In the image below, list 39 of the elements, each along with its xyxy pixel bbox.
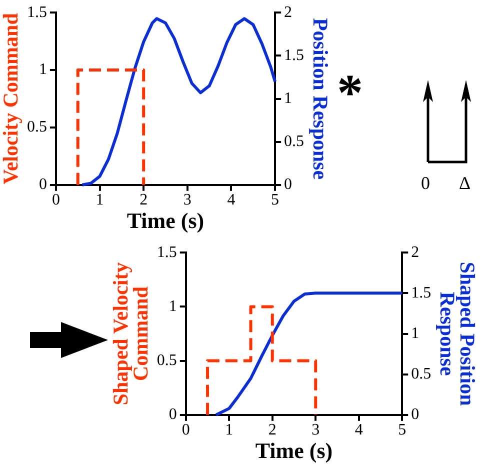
x-tick-label: 3: [183, 192, 192, 209]
x-tick-label: 2: [268, 422, 276, 439]
y2-axis-title: Shaped Position Response: [436, 262, 480, 406]
x-tick-label: 1: [96, 192, 104, 209]
x-tick-label: 4: [227, 192, 236, 209]
y-tick-label: 1: [38, 61, 47, 78]
text: Δ: [459, 173, 471, 193]
x-tick-label: 0: [52, 192, 60, 209]
y-axis-title: Velocity Command: [0, 12, 22, 184]
y2-tick-label: 0: [411, 406, 420, 424]
x-tick-label: 4: [354, 422, 363, 439]
y2-tick-label: 1.5: [284, 46, 304, 64]
y-tick-label: 0.5: [26, 118, 47, 136]
x-tick-label: 5: [271, 192, 280, 209]
text: 0: [421, 173, 430, 193]
x-axis-title: Time (s): [126, 208, 204, 234]
x-tick-label: 5: [398, 422, 406, 439]
y-tick-label: 1.5: [156, 244, 177, 261]
y2-tick-label: 2: [284, 4, 292, 21]
x-axis-title: Time (s): [255, 438, 333, 464]
y-tick-label: 1.5: [26, 4, 47, 21]
y-tick-label: 0.5: [156, 352, 177, 370]
x-tick-label: 1: [225, 422, 234, 439]
text: *: [337, 65, 363, 122]
y2-tick-label: 0.5: [411, 366, 432, 383]
y-axis-title: Shaped Velocity Command: [108, 262, 152, 406]
y2-tick-label: 1: [284, 90, 292, 107]
y2-tick-label: 1: [411, 324, 420, 342]
x-tick-label: 2: [140, 192, 148, 209]
y-tick-label: 0: [168, 406, 177, 424]
y2-tick-label: 1.5: [411, 284, 432, 302]
y2-tick-label: 0.5: [284, 133, 304, 150]
x-tick-label: 0: [182, 422, 190, 439]
y2-axis-title: Position Response: [308, 18, 333, 180]
y-tick-label: 1: [168, 298, 177, 315]
y-tick-label: 0: [38, 176, 47, 194]
y2-tick-label: 0: [284, 176, 292, 194]
y2-tick-label: 2: [411, 244, 420, 261]
x-tick-label: 3: [312, 422, 320, 439]
